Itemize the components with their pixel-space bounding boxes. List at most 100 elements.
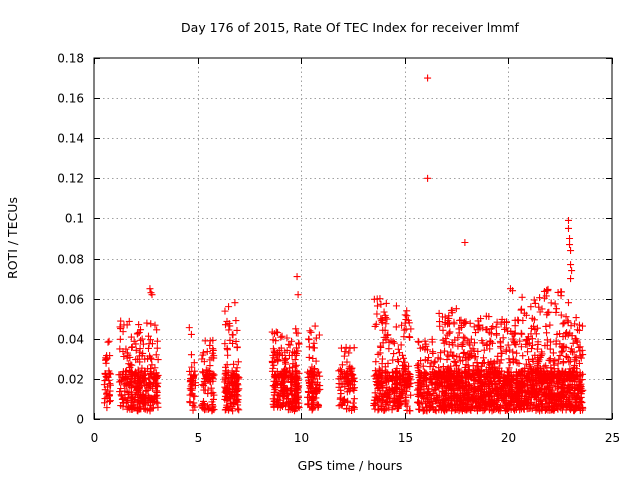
data-point (442, 405, 450, 413)
data-point (562, 352, 570, 360)
data-point (443, 379, 451, 387)
data-point (512, 356, 520, 364)
data-point (148, 361, 156, 369)
x-axis-label: GPS time / hours (298, 458, 403, 473)
data-point (400, 364, 408, 372)
data-point (439, 367, 447, 375)
y-tick-label: 0.1 (65, 212, 84, 226)
data-point (486, 401, 494, 409)
data-point (128, 398, 136, 406)
data-point (483, 341, 491, 349)
data-point (487, 338, 495, 346)
data-point (117, 377, 125, 385)
data-point (455, 384, 463, 392)
data-point (437, 406, 445, 414)
data-point (230, 392, 238, 400)
data-point (519, 389, 527, 397)
y-tick-label: 0.04 (57, 333, 84, 347)
data-point (405, 407, 413, 415)
data-point (416, 400, 424, 408)
data-point (125, 317, 133, 325)
data-point (522, 340, 530, 348)
data-point (529, 369, 537, 377)
data-point (395, 402, 403, 410)
data-point (557, 311, 565, 319)
data-point (562, 313, 570, 321)
data-point (493, 331, 501, 339)
data-point (231, 299, 239, 307)
data-point (371, 367, 379, 375)
data-point (294, 291, 302, 299)
y-tick-label: 0.06 (57, 293, 84, 307)
data-point (306, 327, 314, 335)
data-point (535, 303, 543, 311)
data-point (529, 357, 537, 365)
data-point (294, 386, 302, 394)
data-point (519, 352, 527, 360)
data-point (292, 361, 300, 369)
data-point (274, 391, 282, 399)
data-point (314, 378, 322, 386)
x-tick-label: 20 (501, 431, 516, 445)
data-point (292, 325, 300, 333)
data-point (462, 361, 470, 369)
data-point (497, 384, 505, 392)
data-point (198, 401, 206, 409)
data-point (515, 360, 523, 368)
data-point (436, 322, 444, 330)
data-point (291, 356, 299, 364)
data-point (503, 378, 511, 386)
data-point (103, 404, 111, 412)
data-point (524, 373, 532, 381)
data-point (507, 371, 515, 379)
data-point (153, 337, 161, 345)
data-point (507, 396, 515, 404)
data-point (374, 350, 382, 358)
data-point (486, 337, 494, 345)
data-point (527, 365, 535, 373)
data-point (455, 353, 463, 361)
data-point (564, 299, 572, 307)
data-point (130, 337, 138, 345)
data-point (403, 307, 411, 315)
data-point (132, 346, 140, 354)
data-point (464, 355, 472, 363)
data-point (345, 349, 353, 357)
data-point (314, 402, 322, 410)
data-point (502, 347, 510, 355)
data-point (456, 357, 464, 365)
data-point (424, 74, 432, 82)
data-point (559, 390, 567, 398)
data-point (496, 337, 504, 345)
data-point (559, 381, 567, 389)
data-point (189, 401, 197, 409)
data-point (428, 335, 436, 343)
data-point (565, 400, 573, 408)
data-point (281, 354, 289, 362)
data-point (395, 375, 403, 383)
data-point (469, 391, 477, 399)
data-point (105, 337, 113, 345)
data-point (455, 394, 463, 402)
data-point (202, 371, 210, 379)
data-point (154, 356, 162, 364)
data-point (559, 370, 567, 378)
data-point (467, 350, 475, 358)
data-point (451, 336, 459, 344)
data-point (401, 311, 409, 319)
data-point (382, 320, 390, 328)
data-point (153, 344, 161, 352)
data-point (419, 362, 427, 370)
data-point (457, 323, 465, 331)
data-point (186, 385, 194, 393)
data-point (189, 376, 197, 384)
data-point (440, 373, 448, 381)
data-point (204, 390, 212, 398)
data-point (567, 345, 575, 353)
data-point (271, 372, 279, 380)
y-tick-label: 0.12 (57, 172, 84, 186)
data-point (530, 296, 538, 304)
data-point (513, 349, 521, 357)
data-point (425, 354, 433, 362)
data-point (394, 398, 402, 406)
